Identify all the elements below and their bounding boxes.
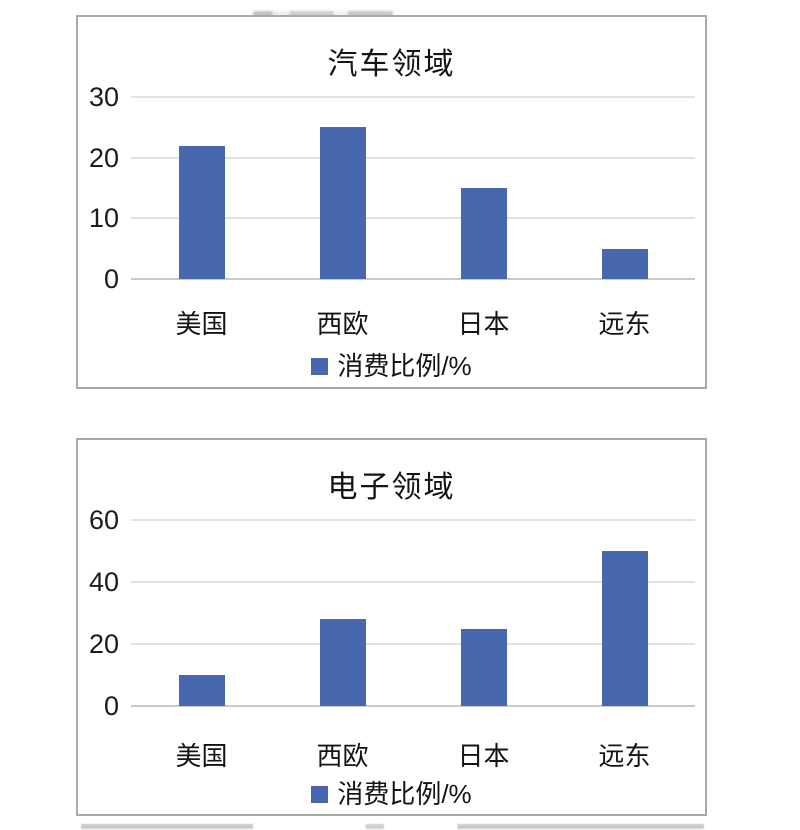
x-axis-labels: 美国 西欧 日本 远东	[131, 304, 695, 341]
y-tick-label: 20	[88, 629, 119, 659]
bar-slot	[413, 97, 554, 279]
bars-series	[131, 97, 695, 279]
y-tick-label: 10	[88, 203, 119, 234]
bar-slot	[554, 520, 695, 706]
y-tick-label: 30	[88, 82, 119, 112]
gridline-0	[131, 278, 695, 280]
gridline-60	[131, 519, 695, 521]
bar-slot	[131, 97, 272, 279]
y-tick-label: 0	[103, 264, 119, 294]
x-tick-label: 美国	[175, 309, 228, 339]
bar-美国	[178, 675, 225, 706]
y-tick-label: 0	[103, 691, 119, 721]
chart-card-automotive: 汽车领域 0 10 20 30 美国 西欧 日本 远东 消费比例/%	[76, 15, 707, 389]
chart-card-electronics: 电子领域 0 20 40 60 美国 西欧 日本 远东 消费比例/%	[76, 438, 707, 816]
bar-slot	[131, 520, 272, 706]
bar-远东	[601, 248, 648, 279]
gridline-20	[131, 643, 695, 645]
x-tick-label: 日本	[457, 309, 510, 339]
x-tick-label: 日本	[457, 741, 510, 771]
x-tick-label: 西欧	[316, 309, 369, 339]
gridline-40	[131, 581, 695, 583]
legend-label: 消费比例/%	[337, 351, 472, 381]
y-tick-label: 40	[88, 567, 119, 597]
bar-美国	[178, 145, 225, 279]
x-tick-label: 远东	[598, 309, 651, 339]
x-axis-labels: 美国 西欧 日本 远东	[131, 736, 695, 773]
bar-西欧	[319, 127, 366, 279]
legend-label: 消费比例/%	[337, 779, 472, 809]
legend-swatch-icon	[311, 785, 329, 803]
plot-area: 0 10 20 30	[89, 83, 695, 293]
y-tick-label: 60	[88, 505, 119, 535]
legend: 消费比例/%	[78, 353, 705, 379]
bar-日本	[460, 188, 507, 279]
gridline-30	[131, 96, 695, 98]
x-tick-label: 美国	[175, 741, 228, 771]
gridline-20	[131, 156, 695, 159]
x-tick-label: 远东	[598, 741, 651, 771]
bar-slot	[272, 97, 413, 279]
bar-slot	[554, 97, 695, 279]
gridline-10	[131, 217, 695, 220]
bar-西欧	[319, 619, 366, 706]
bars-series	[131, 520, 695, 706]
legend: 消费比例/%	[78, 781, 705, 807]
x-tick-label: 西欧	[316, 741, 369, 771]
legend-swatch-icon	[311, 357, 329, 375]
bar-远东	[601, 551, 648, 706]
gridline-0	[131, 705, 695, 707]
chart-title: 电子领域	[327, 471, 456, 504]
scan-artifact-top	[253, 11, 393, 18]
y-tick-label: 20	[88, 142, 119, 173]
scan-artifact-bottom	[81, 824, 704, 829]
bar-slot	[272, 520, 413, 706]
plot-area: 0 20 40 60	[89, 506, 695, 720]
chart-title: 汽车领域	[327, 48, 456, 81]
bar-slot	[413, 520, 554, 706]
bar-日本	[460, 628, 507, 706]
